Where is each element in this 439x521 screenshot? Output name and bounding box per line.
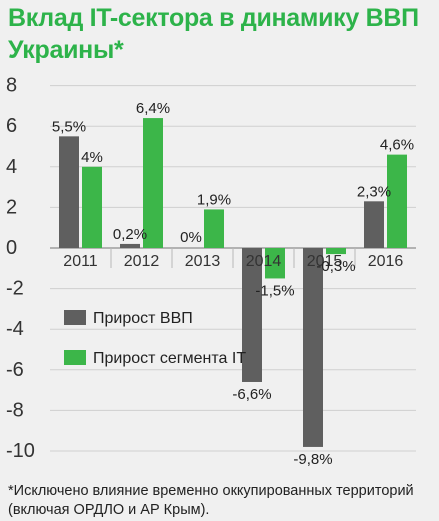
x-tick-label: 2013	[185, 253, 221, 270]
y-ticks: 8 6 4 2 0 -2 -4 -6 -8 -10	[6, 75, 35, 462]
chart-title: Вклад IT-сектора в динамику ВВП Украины*	[8, 4, 419, 64]
bar-gdp-2016	[364, 201, 384, 248]
y-tick-label: -4	[6, 318, 24, 340]
data-label: 5,5%	[52, 118, 86, 135]
y-tick-label: -2	[6, 278, 24, 300]
data-label: -1,5%	[255, 282, 294, 299]
legend-label: Прирост ВВП	[93, 310, 193, 327]
y-tick-label: 6	[6, 115, 17, 137]
data-label: 6,4%	[136, 100, 170, 117]
y-tick-label: 0	[6, 237, 17, 259]
bar-it-2012	[143, 118, 163, 248]
bar-it-2014	[265, 248, 285, 279]
data-label: 0%	[180, 229, 202, 246]
y-tick-label: 4	[6, 156, 17, 178]
bar-gdp-2011	[59, 136, 79, 248]
grid-layer	[50, 85, 416, 452]
data-label: -9,8%	[293, 451, 332, 468]
data-label: -0,3%	[316, 258, 355, 275]
y-tick-label: -10	[6, 440, 35, 462]
legend-swatch	[64, 310, 86, 325]
bar-gdp-2015	[303, 248, 323, 447]
bars	[59, 118, 407, 447]
x-tick-label: 2015	[307, 253, 343, 270]
data-label: 4,6%	[380, 137, 414, 154]
x-tick-label: 2016	[368, 253, 404, 270]
data-labels: 5,5% 4% 0,2% 6,4% 0% 1,9% -6,6% -1,5% -9,8% -0,3%…	[52, 100, 414, 468]
data-label: 4%	[81, 149, 103, 166]
data-label: 0,2%	[113, 226, 147, 243]
x-tick-label: 2014	[246, 253, 282, 270]
data-label: 2,3%	[357, 183, 391, 200]
y-tick-label: 8	[6, 75, 17, 97]
bar-it-2011	[82, 166, 102, 248]
x-tick-label: 2011	[63, 253, 98, 270]
legend-label: Прирост сегмента IT	[93, 350, 246, 367]
y-tick-label: -6	[6, 359, 24, 381]
footnote: *Исключено влияние временно оккупированн…	[8, 483, 414, 518]
y-tick-label: -8	[6, 399, 24, 421]
data-label: -6,6%	[232, 386, 271, 403]
bar-it-2016	[387, 154, 407, 248]
legend-swatch	[64, 350, 86, 365]
x-ticks: 2011 2012 2013 2014 2015 2016	[63, 253, 403, 270]
legend: Прирост ВВП Прирост сегмента IT	[64, 310, 246, 367]
y-tick-label: 2	[6, 196, 17, 218]
data-label: 1,9%	[197, 191, 231, 208]
bar-it-2015	[326, 248, 346, 255]
bar-it-2013	[204, 209, 224, 248]
x-tick-label: 2012	[124, 253, 160, 270]
bar-gdp-2014	[242, 248, 262, 382]
bar-gdp-2012	[120, 243, 140, 248]
